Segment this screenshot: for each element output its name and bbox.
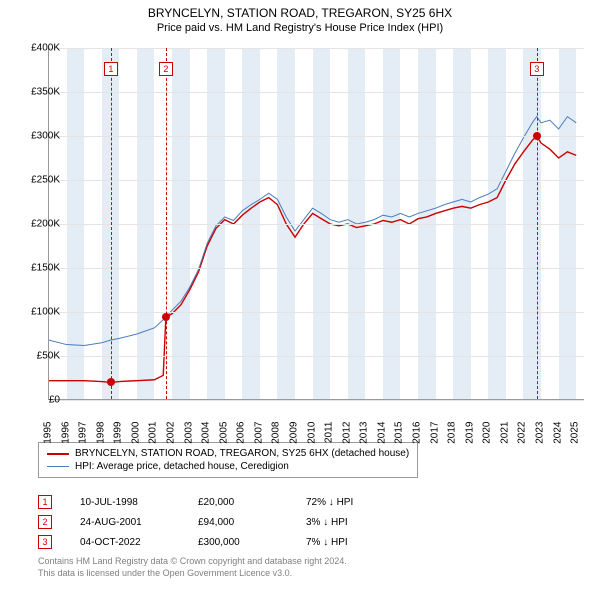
x-axis-label: 1995 bbox=[43, 422, 54, 450]
x-axis-label: 2025 bbox=[570, 422, 581, 450]
x-axis-label: 1998 bbox=[95, 422, 106, 450]
transaction-hpi: 7% ↓ HPI bbox=[306, 537, 406, 548]
y-axis-label: £150K bbox=[16, 263, 60, 274]
marker-box: 2 bbox=[159, 62, 173, 76]
transaction-row: 2 24-AUG-2001 £94,000 3% ↓ HPI bbox=[38, 512, 406, 532]
footer-line-1: Contains HM Land Registry data © Crown c… bbox=[38, 556, 347, 568]
gridline bbox=[49, 400, 584, 401]
gridline bbox=[49, 48, 584, 49]
x-axis-label: 2007 bbox=[253, 422, 264, 450]
marker-dot bbox=[107, 378, 115, 386]
x-axis-label: 2003 bbox=[183, 422, 194, 450]
x-axis-label: 2014 bbox=[376, 422, 387, 450]
x-axis-label: 2009 bbox=[289, 422, 300, 450]
x-axis-label: 2006 bbox=[236, 422, 247, 450]
footer-line-2: This data is licensed under the Open Gov… bbox=[38, 568, 347, 580]
chart-subtitle: Price paid vs. HM Land Registry's House … bbox=[0, 20, 600, 34]
transaction-row: 3 04-OCT-2022 £300,000 7% ↓ HPI bbox=[38, 532, 406, 552]
transaction-price: £94,000 bbox=[198, 517, 278, 528]
x-axis-label: 2024 bbox=[552, 422, 563, 450]
transaction-marker-box: 2 bbox=[38, 515, 52, 529]
gridline bbox=[49, 224, 584, 225]
legend-row: HPI: Average price, detached house, Cere… bbox=[47, 460, 409, 473]
x-axis-label: 2005 bbox=[218, 422, 229, 450]
transaction-date: 24-AUG-2001 bbox=[80, 517, 170, 528]
x-axis-label: 2011 bbox=[324, 422, 335, 450]
gridline bbox=[49, 136, 584, 137]
y-axis-label: £0 bbox=[16, 395, 60, 406]
transaction-date: 10-JUL-1998 bbox=[80, 497, 170, 508]
x-axis-label: 2001 bbox=[148, 422, 159, 450]
y-axis-label: £350K bbox=[16, 87, 60, 98]
x-axis-label: 2015 bbox=[394, 422, 405, 450]
marker-dot bbox=[533, 132, 541, 140]
marker-rule bbox=[111, 48, 112, 399]
x-axis-label: 1997 bbox=[78, 422, 89, 450]
x-axis-label: 2012 bbox=[341, 422, 352, 450]
transaction-price: £20,000 bbox=[198, 497, 278, 508]
x-axis-label: 2023 bbox=[535, 422, 546, 450]
transaction-hpi: 3% ↓ HPI bbox=[306, 517, 406, 528]
legend-label: BRYNCELYN, STATION ROAD, TREGARON, SY25 … bbox=[75, 448, 409, 459]
transactions-table: 1 10-JUL-1998 £20,000 72% ↓ HPI 2 24-AUG-2001… bbox=[38, 492, 406, 552]
gridline bbox=[49, 268, 584, 269]
transaction-marker-box: 1 bbox=[38, 495, 52, 509]
y-axis-label: £200K bbox=[16, 219, 60, 230]
x-axis-label: 1996 bbox=[60, 422, 71, 450]
marker-dot bbox=[162, 313, 170, 321]
x-axis-label: 2019 bbox=[464, 422, 475, 450]
x-axis-label: 2004 bbox=[201, 422, 212, 450]
footer-attribution: Contains HM Land Registry data © Crown c… bbox=[38, 556, 347, 579]
gridline bbox=[49, 92, 584, 93]
x-axis-label: 1999 bbox=[113, 422, 124, 450]
transaction-row: 1 10-JUL-1998 £20,000 72% ↓ HPI bbox=[38, 492, 406, 512]
x-axis-label: 2020 bbox=[482, 422, 493, 450]
marker-rule bbox=[537, 48, 538, 399]
legend-label: HPI: Average price, detached house, Cere… bbox=[75, 461, 289, 472]
x-axis-label: 2013 bbox=[359, 422, 370, 450]
x-axis-label: 2016 bbox=[412, 422, 423, 450]
chart-container: BRYNCELYN, STATION ROAD, TREGARON, SY25 … bbox=[0, 0, 600, 590]
y-axis-label: £100K bbox=[16, 307, 60, 318]
chart-title: BRYNCELYN, STATION ROAD, TREGARON, SY25 … bbox=[0, 0, 600, 20]
y-axis-label: £250K bbox=[16, 175, 60, 186]
x-axis-label: 2017 bbox=[429, 422, 440, 450]
x-axis-label: 2002 bbox=[166, 422, 177, 450]
legend-swatch bbox=[47, 466, 69, 467]
gridline bbox=[49, 180, 584, 181]
gridline bbox=[49, 312, 584, 313]
transaction-hpi: 72% ↓ HPI bbox=[306, 497, 406, 508]
x-axis-label: 2021 bbox=[499, 422, 510, 450]
transaction-marker-box: 3 bbox=[38, 535, 52, 549]
x-axis-label: 2008 bbox=[271, 422, 282, 450]
x-axis-label: 2018 bbox=[447, 422, 458, 450]
marker-box: 1 bbox=[104, 62, 118, 76]
legend-swatch bbox=[47, 453, 69, 455]
y-axis-label: £300K bbox=[16, 131, 60, 142]
marker-rule bbox=[166, 48, 167, 399]
x-axis-label: 2010 bbox=[306, 422, 317, 450]
chart-plot-area: 1 2 3 bbox=[48, 48, 584, 400]
marker-box: 3 bbox=[530, 62, 544, 76]
x-axis-label: 2022 bbox=[517, 422, 528, 450]
series-property bbox=[49, 136, 576, 382]
y-axis-label: £50K bbox=[16, 351, 60, 362]
gridline bbox=[49, 356, 584, 357]
transaction-price: £300,000 bbox=[198, 537, 278, 548]
transaction-date: 04-OCT-2022 bbox=[80, 537, 170, 548]
y-axis-label: £400K bbox=[16, 43, 60, 54]
x-axis-label: 2000 bbox=[130, 422, 141, 450]
